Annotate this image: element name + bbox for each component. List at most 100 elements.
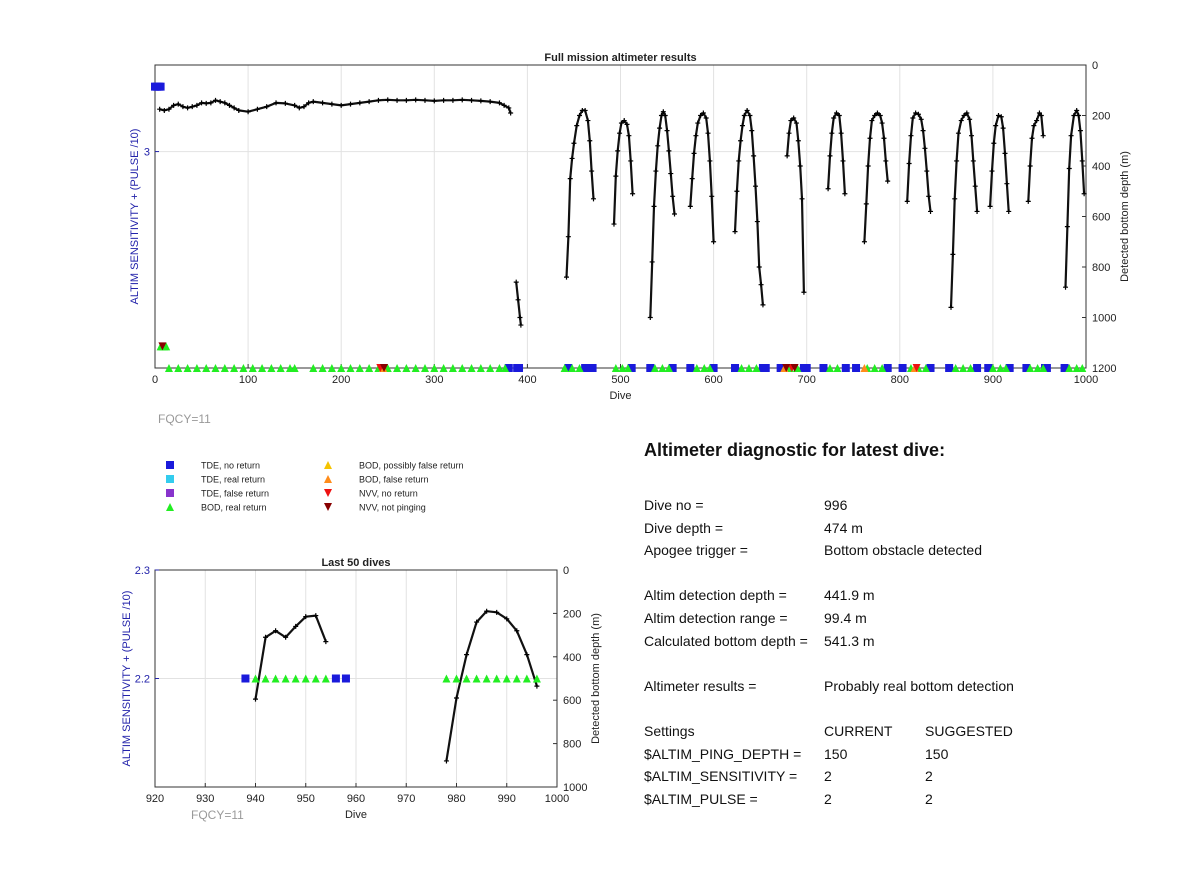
bottom-depth-line — [1064, 109, 1086, 288]
depth-point — [869, 118, 875, 124]
bottom-depth-line — [786, 116, 805, 293]
x-tick-label: 990 — [498, 793, 516, 805]
x-axis-label: Dive — [609, 390, 631, 402]
current-header: CURRENT — [824, 722, 893, 739]
depth-point — [564, 274, 570, 280]
depth-point — [700, 110, 706, 116]
depth-point — [338, 102, 344, 108]
legend-marker — [166, 475, 174, 483]
apogee-value: Bottom obstacle detected — [824, 542, 982, 559]
altim-marker — [442, 674, 451, 683]
y-right-tick-label: 1200 — [1092, 363, 1116, 375]
y-right-tick-label: 200 — [1092, 111, 1110, 123]
depth-point — [833, 110, 839, 116]
depth-point — [653, 168, 659, 174]
depth-point — [952, 196, 958, 202]
altim-detection-depth-label: Altim detection depth = — [644, 587, 787, 604]
depth-point — [199, 100, 205, 106]
altim-marker — [174, 364, 183, 372]
depth-point — [872, 113, 878, 118]
depth-point — [504, 616, 510, 622]
depth-point — [565, 234, 571, 240]
x-tick-label: 500 — [611, 374, 629, 386]
bottom-depth-line — [989, 114, 1010, 212]
altim-marker — [833, 364, 842, 372]
altim-marker — [331, 674, 340, 683]
altim-marker — [346, 364, 355, 372]
x-tick-label: 300 — [425, 374, 443, 386]
depth-point — [263, 634, 269, 640]
y-right-tick-label: 0 — [1092, 60, 1098, 72]
depth-point — [273, 628, 279, 634]
setting-suggested: 150 — [925, 745, 949, 762]
depth-point — [795, 138, 801, 144]
altim-marker — [945, 364, 954, 372]
legend-item: TDE, false return — [166, 489, 269, 499]
depth-point — [840, 158, 846, 164]
legend-label: NVV, no return — [359, 489, 418, 499]
depth-point — [506, 105, 512, 111]
depth-point — [993, 123, 999, 129]
altim-marker — [504, 364, 513, 372]
depth-point — [194, 102, 200, 108]
depth-point — [671, 211, 677, 217]
altim-marker — [452, 674, 461, 683]
depth-point — [861, 239, 867, 245]
depth-point — [226, 102, 232, 108]
setting-name: $ALTIM_PULSE = — [644, 790, 758, 807]
altim-marker — [301, 674, 310, 683]
legend-item: TDE, no return — [166, 461, 260, 471]
depth-point — [732, 229, 738, 235]
x-tick-label: 940 — [246, 793, 264, 805]
depth-point — [649, 259, 655, 265]
depth-point — [175, 101, 181, 107]
depth-point — [910, 115, 916, 121]
y-right-tick-label: 0 — [563, 565, 569, 577]
depth-point — [1036, 110, 1042, 116]
depth-point — [863, 201, 869, 207]
depth-point — [968, 133, 974, 139]
depth-point — [922, 145, 928, 151]
altim-marker — [1033, 364, 1042, 372]
depth-point — [660, 109, 666, 115]
altim-marker — [973, 364, 982, 372]
depth-point — [883, 158, 889, 164]
depth-point — [1071, 113, 1077, 118]
bottom-depth-line — [565, 109, 595, 278]
altim-marker — [790, 364, 799, 372]
depth-point — [236, 107, 242, 113]
dive-no-label: Dive no = — [644, 497, 704, 513]
depth-point — [695, 120, 701, 126]
depth-point — [1081, 191, 1087, 197]
depth-point — [394, 97, 400, 103]
depth-point — [647, 315, 653, 320]
legend-marker — [324, 461, 332, 469]
depth-point — [1076, 113, 1082, 118]
depth-point — [464, 652, 470, 658]
y-right-tick-label: 1000 — [1092, 313, 1116, 325]
depth-point — [989, 168, 995, 174]
altim-marker — [281, 674, 290, 683]
altim-marker — [512, 674, 521, 683]
depth-point — [711, 239, 717, 245]
altim-marker — [318, 364, 327, 372]
altim-marker — [686, 364, 695, 372]
depth-point — [662, 113, 668, 118]
depth-point — [443, 758, 449, 764]
altim-marker — [1060, 364, 1069, 372]
depth-point — [760, 302, 766, 308]
depth-point — [698, 113, 704, 118]
legend-marker — [324, 503, 332, 511]
depth-point — [1066, 166, 1072, 172]
altim-marker — [921, 364, 930, 372]
depth-point — [825, 186, 831, 192]
depth-point — [972, 183, 978, 189]
chart-title: Full mission altimeter results — [544, 52, 696, 64]
legend-item: NVV, no return — [324, 489, 418, 499]
altim-marker — [267, 364, 276, 372]
altim-marker — [458, 364, 467, 372]
depth-point — [664, 128, 670, 134]
x-tick-label: 1000 — [545, 793, 569, 805]
spacer — [644, 652, 1184, 675]
settings-header-row: Settings CURRENT SUGGESTED — [644, 720, 1184, 743]
